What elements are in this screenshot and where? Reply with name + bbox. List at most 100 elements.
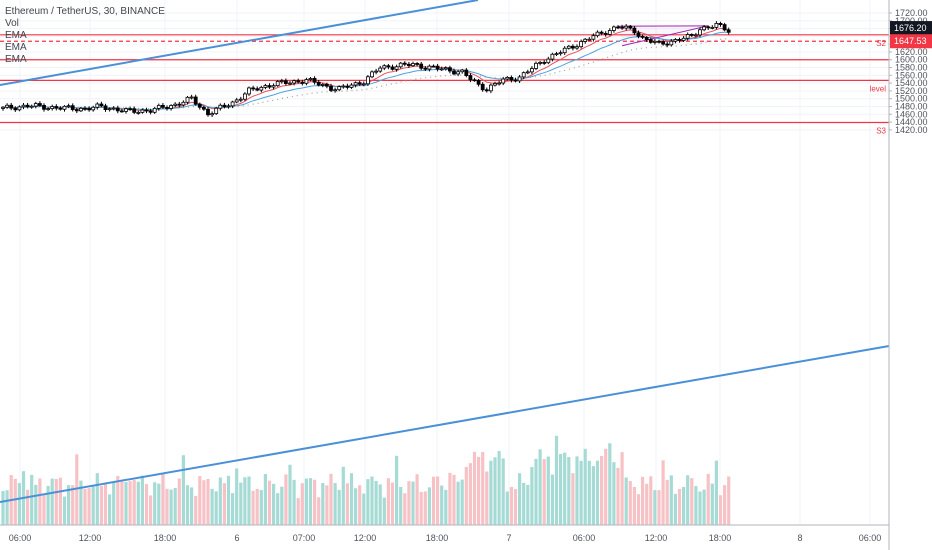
volume-bar — [30, 474, 34, 525]
candle — [661, 39, 665, 46]
candle — [493, 81, 497, 87]
y-tick-label: 1500.00 — [895, 94, 928, 104]
volume-bar — [308, 478, 313, 525]
volume-bar — [239, 482, 243, 525]
candle — [21, 103, 26, 110]
volume-bar — [99, 485, 103, 525]
candle — [468, 73, 473, 83]
volume-bar — [13, 478, 17, 525]
volume-bar — [518, 473, 522, 525]
volume-bar — [653, 490, 657, 525]
volume-bar — [595, 460, 600, 525]
candle — [95, 102, 100, 110]
volume-bar — [538, 449, 542, 525]
candle — [242, 92, 247, 101]
volume-bar — [571, 473, 575, 525]
candle — [271, 83, 276, 90]
volume-bar — [505, 491, 509, 525]
legend-ema-3: EMA — [5, 54, 27, 65]
x-tick-label: 18:00 — [154, 533, 177, 543]
volume-bar — [526, 484, 530, 525]
candle — [197, 102, 202, 110]
candle — [681, 35, 686, 43]
volume-bar — [124, 481, 128, 525]
volume-bar — [534, 458, 538, 525]
y-tick-label: 1480.00 — [895, 101, 928, 111]
volume-bar — [108, 494, 112, 525]
volume-bar — [386, 478, 390, 525]
volume-bar — [243, 477, 247, 525]
volume-bar — [42, 494, 46, 525]
volume-bar — [255, 488, 259, 525]
volume-bar — [34, 484, 38, 525]
candles — [1, 21, 731, 117]
volume-bar — [62, 496, 67, 525]
volume-bar — [288, 464, 292, 525]
volume-bar — [79, 480, 83, 525]
candle — [275, 80, 280, 87]
candle — [234, 97, 239, 104]
candle — [259, 85, 264, 93]
candle — [390, 64, 395, 71]
volume-bar — [423, 491, 427, 525]
volume-bar — [481, 452, 485, 525]
volume-bar — [198, 476, 202, 525]
volume-bar — [38, 478, 42, 525]
candle — [722, 22, 727, 32]
candle — [218, 103, 223, 111]
candle — [193, 94, 198, 106]
candle — [419, 61, 424, 71]
candle — [689, 33, 694, 37]
volume-bar — [604, 448, 608, 525]
volume-bar — [354, 488, 358, 525]
volume-bar — [185, 485, 190, 525]
trendline-upper[interactable] — [0, 0, 479, 86]
candle — [300, 79, 305, 86]
wedge-lower[interactable] — [621, 25, 709, 47]
volume-bar — [395, 455, 399, 525]
volume-bar — [554, 435, 559, 525]
volume-bar — [341, 466, 345, 525]
volume-bar — [321, 483, 325, 525]
x-tick-label: 18:00 — [709, 533, 732, 543]
volume-bar — [235, 468, 239, 525]
candle — [13, 106, 18, 112]
candle — [29, 104, 34, 109]
candle — [189, 94, 194, 100]
volume-bar — [513, 489, 518, 525]
volume-bar — [161, 473, 165, 525]
candle — [398, 61, 403, 69]
candle — [312, 76, 317, 85]
candle — [374, 68, 379, 75]
candle — [464, 67, 469, 78]
volume-bar — [657, 490, 661, 525]
candle — [70, 103, 75, 112]
legend-ema-1: EMA — [5, 30, 27, 41]
volume-bar — [280, 486, 284, 525]
candle — [607, 28, 612, 36]
level-label-0: S2 — [876, 39, 886, 48]
candle — [583, 37, 588, 44]
candle — [595, 30, 600, 38]
volume-bar — [444, 489, 448, 525]
volume-bar — [370, 476, 374, 525]
volume-bar — [325, 485, 329, 525]
candle — [566, 44, 571, 50]
volume-bar — [489, 460, 493, 525]
volume-bar — [75, 454, 79, 525]
trendline-lower[interactable] — [0, 345, 890, 503]
volume-bar — [682, 486, 686, 525]
volume-bar — [464, 466, 468, 525]
candle — [165, 105, 169, 111]
volume-bar — [546, 456, 550, 525]
candle — [472, 77, 477, 82]
x-tick-label: 12:00 — [79, 533, 102, 543]
volume-bar — [497, 451, 501, 525]
candle — [599, 30, 604, 36]
volume-bar — [493, 457, 497, 525]
volume-bar — [591, 466, 595, 525]
legend-ema-2: EMA — [5, 42, 27, 53]
candle — [1, 106, 5, 111]
volume-bar — [120, 481, 124, 525]
